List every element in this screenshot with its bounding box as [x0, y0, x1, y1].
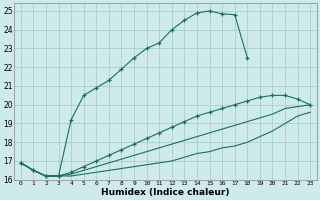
X-axis label: Humidex (Indice chaleur): Humidex (Indice chaleur): [101, 188, 230, 197]
